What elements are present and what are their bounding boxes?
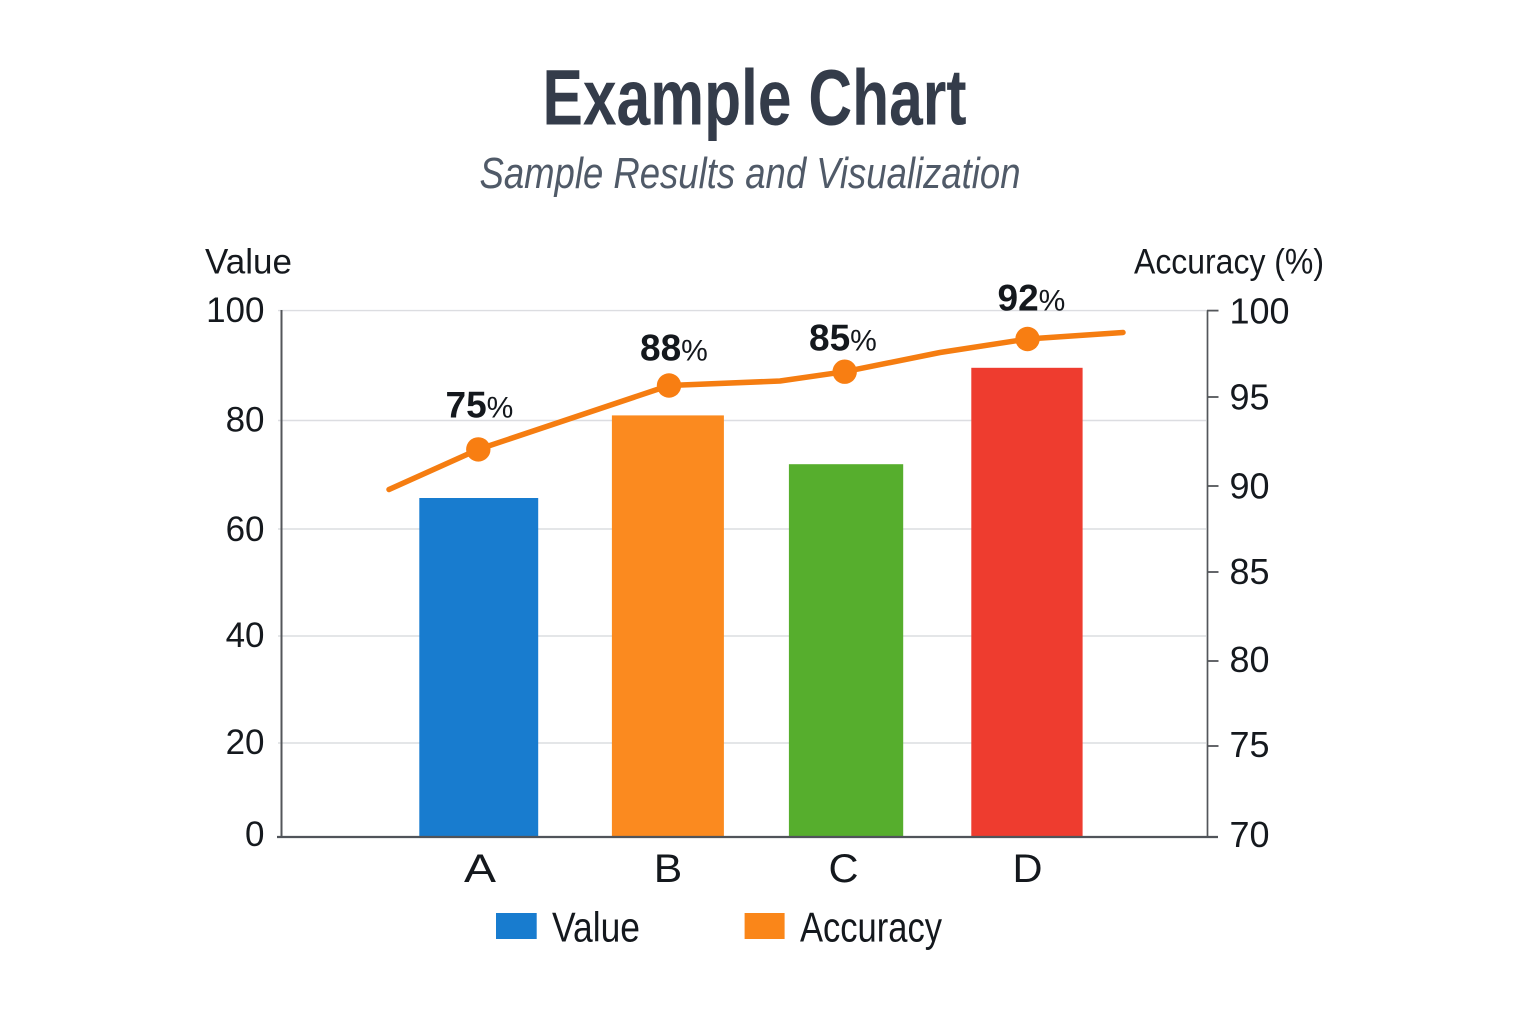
svg-text:70: 70 xyxy=(1230,814,1270,855)
svg-text:C: C xyxy=(829,847,859,891)
svg-text:0: 0 xyxy=(245,815,264,854)
svg-text:20: 20 xyxy=(226,723,265,762)
svg-text:Sample Results and Visualizati: Sample Results and Visualization xyxy=(480,149,1021,198)
svg-text:92%: 92% xyxy=(998,278,1066,319)
svg-text:85: 85 xyxy=(1230,551,1270,592)
svg-text:80: 80 xyxy=(1230,639,1270,680)
svg-text:75: 75 xyxy=(1230,724,1270,765)
svg-text:40: 40 xyxy=(226,616,265,655)
svg-text:Example Chart: Example Chart xyxy=(543,53,967,141)
svg-text:Accuracy: Accuracy xyxy=(800,904,942,951)
svg-text:90: 90 xyxy=(1230,466,1270,507)
svg-text:88%: 88% xyxy=(640,328,708,369)
svg-text:A: A xyxy=(464,847,496,891)
svg-text:95: 95 xyxy=(1230,377,1270,418)
svg-text:Value: Value xyxy=(205,243,292,282)
svg-text:85%: 85% xyxy=(809,318,877,359)
svg-text:B: B xyxy=(654,847,683,891)
svg-text:60: 60 xyxy=(226,510,265,549)
svg-text:100: 100 xyxy=(1230,291,1290,332)
svg-text:100: 100 xyxy=(206,291,264,330)
svg-text:80: 80 xyxy=(226,401,265,440)
svg-text:Accuracy (%): Accuracy (%) xyxy=(1134,243,1324,282)
svg-text:Value: Value xyxy=(552,904,640,951)
svg-text:D: D xyxy=(1013,847,1043,891)
svg-text:75%: 75% xyxy=(446,384,514,425)
